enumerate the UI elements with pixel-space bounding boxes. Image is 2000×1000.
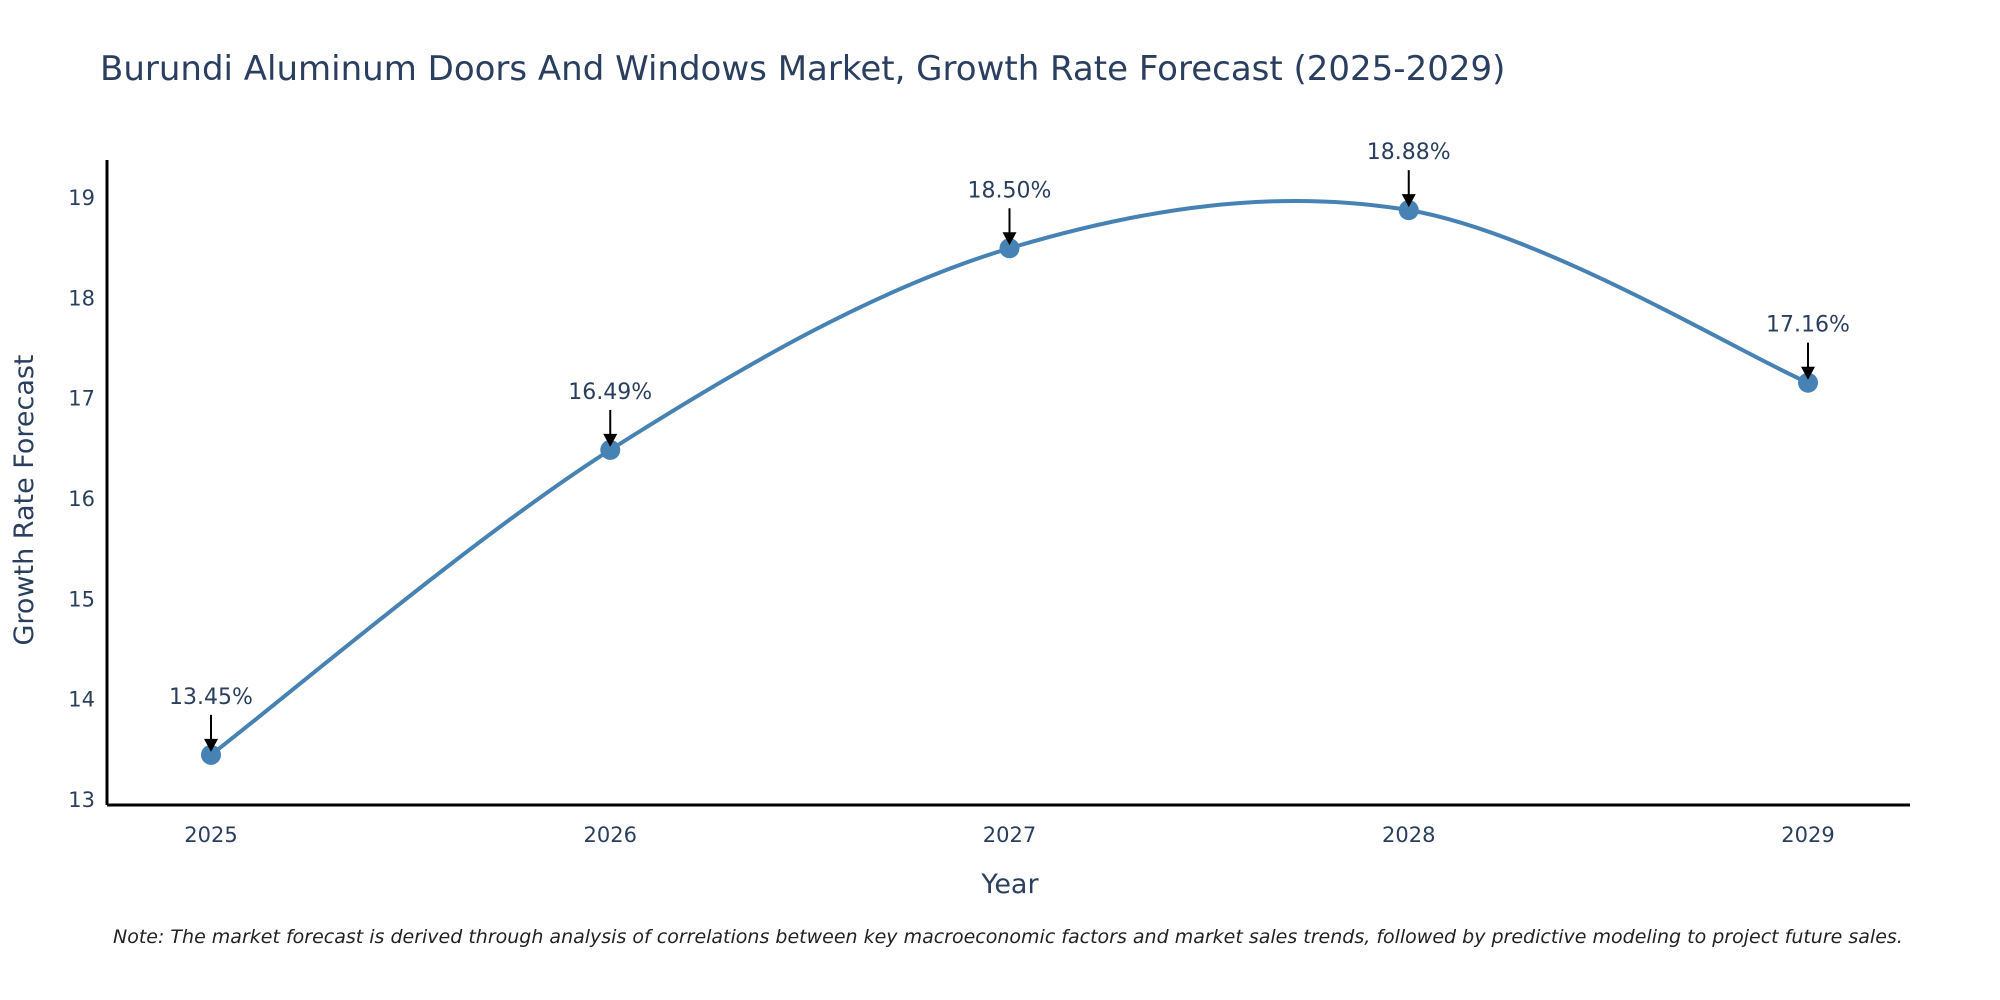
y-tick-label: 15 bbox=[68, 587, 95, 611]
annotation-arrow-head bbox=[1401, 194, 1416, 208]
y-tick-label: 18 bbox=[68, 286, 95, 310]
annotation-arrow-head bbox=[204, 738, 218, 752]
y-tick-label: 16 bbox=[68, 487, 95, 511]
data-label: 18.50% bbox=[968, 178, 1052, 203]
data-point-marker bbox=[201, 744, 221, 765]
y-tick-label: 19 bbox=[68, 186, 95, 210]
chart-note: Note: The market forecast is derived thr… bbox=[113, 926, 1903, 948]
data-annotation: 18.50% bbox=[968, 178, 1052, 246]
x-axis-ticks: 2025 2026 2027 2028 2029 bbox=[184, 823, 1834, 847]
annotation-arrow-head bbox=[1002, 232, 1017, 246]
x-tick-label: 2027 bbox=[983, 823, 1036, 847]
y-tick-label: 17 bbox=[68, 387, 95, 411]
data-annotation: 18.88% bbox=[1367, 140, 1451, 208]
x-tick-label: 2029 bbox=[1781, 823, 1834, 847]
y-axis-ticks: 13 14 15 16 17 18 19 bbox=[68, 186, 95, 812]
data-point-marker bbox=[600, 439, 621, 460]
data-label: 18.88% bbox=[1367, 140, 1451, 165]
data-annotation: 16.49% bbox=[568, 380, 652, 447]
chart-title: Burundi Aluminum Doors And Windows Marke… bbox=[100, 49, 1505, 89]
data-label: 13.45% bbox=[169, 685, 253, 710]
x-axis-title: Year bbox=[980, 869, 1039, 900]
y-tick-label: 14 bbox=[68, 688, 95, 712]
x-tick-label: 2028 bbox=[1382, 823, 1435, 847]
data-label: 17.16% bbox=[1766, 313, 1850, 338]
y-axis-title: Growth Rate Forecast bbox=[9, 354, 40, 645]
data-point-marker bbox=[1798, 372, 1818, 393]
x-tick-label: 2025 bbox=[184, 823, 237, 847]
series-line bbox=[209, 198, 1809, 757]
data-annotation: 13.45% bbox=[169, 685, 253, 752]
annotation-arrow-head bbox=[603, 433, 618, 447]
y-tick-label: 13 bbox=[68, 788, 95, 812]
data-points bbox=[201, 200, 1818, 765]
data-point-marker bbox=[1398, 200, 1419, 221]
data-point-marker bbox=[999, 238, 1020, 259]
data-label: 16.49% bbox=[568, 380, 652, 405]
data-annotations: 13.45% 16.49% 18.50% 18.88% 17.16% bbox=[169, 140, 1850, 752]
x-tick-label: 2026 bbox=[584, 823, 637, 847]
annotation-arrow-head bbox=[1801, 366, 1815, 380]
data-annotation: 17.16% bbox=[1766, 313, 1850, 380]
